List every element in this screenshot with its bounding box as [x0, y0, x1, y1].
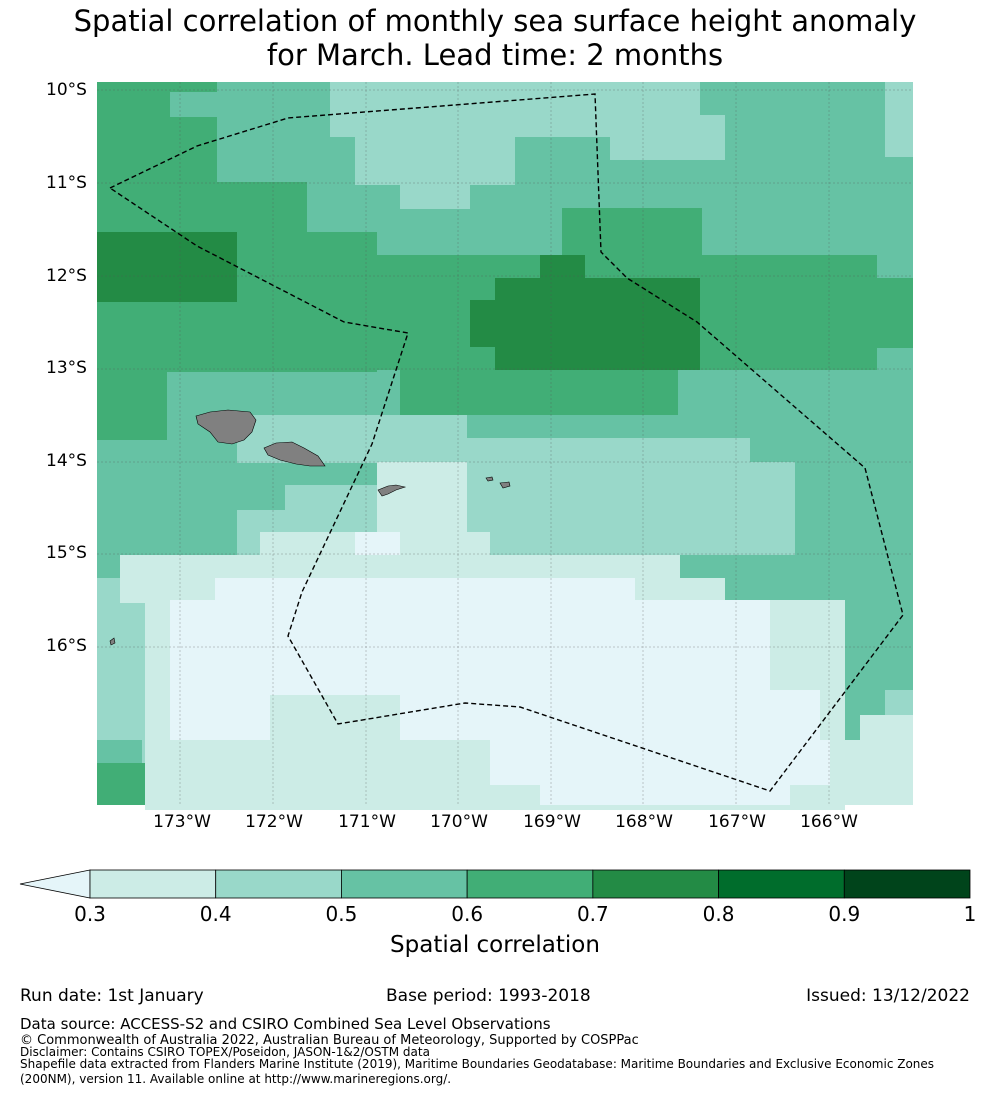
lon-label: 167°W [708, 812, 766, 832]
field-cell [170, 690, 270, 740]
small-islet [109, 637, 116, 646]
colorbar [19, 869, 971, 899]
lon-label: 171°W [338, 812, 396, 832]
field-cell [885, 82, 913, 157]
lat-label: 10°S [46, 80, 87, 100]
colorbar-tick-label: 0.7 [576, 902, 609, 926]
colorbar-tick-label: 0.3 [74, 902, 106, 926]
field-cell [355, 135, 515, 185]
colorbar-segment [341, 869, 468, 899]
run-date: Run date: 1st January [20, 986, 204, 1006]
field-cell [700, 278, 913, 348]
field-cell [860, 715, 913, 805]
field-cell [97, 182, 307, 232]
field-cell [377, 415, 467, 463]
field-cell [215, 578, 635, 603]
lon-label: 173°W [153, 812, 211, 832]
shapefile-credit-1: Shapefile data extracted from Flanders M… [20, 1057, 935, 1071]
lat-label: 11°S [46, 173, 87, 193]
field-cell [400, 690, 820, 740]
lon-label: 166°W [800, 812, 858, 832]
eez-boundary [108, 93, 904, 792]
field-cell [400, 185, 470, 209]
base-period: Base period: 1993-2018 [386, 986, 591, 1006]
title-line-1: Spatial correlation of monthly sea surfa… [73, 4, 917, 38]
colorbar-segment [592, 869, 719, 899]
colorbar-tick-label: 0.9 [828, 902, 861, 926]
tutuila-island [377, 484, 407, 497]
colorbar-segments [19, 869, 971, 899]
field-cell [355, 532, 400, 555]
field-cell [610, 462, 795, 555]
field-cell [655, 438, 750, 468]
lon-label: 168°W [615, 812, 673, 832]
colorbar-segment [718, 869, 845, 899]
colorbar-extension [19, 869, 91, 899]
colorbar-tick-label: 0.6 [451, 902, 484, 926]
lat-label: 14°S [46, 451, 87, 471]
disclaimer: Disclaimer: Contains CSIRO TOPEX/Poseido… [20, 1045, 430, 1059]
lon-label: 169°W [523, 812, 581, 832]
field-cell [495, 278, 700, 370]
colorbar-tick-label: 0.5 [325, 902, 358, 926]
field-cell [885, 690, 913, 715]
field-cell [540, 783, 790, 805]
shapefile-credit-2: (200NM), version 11. Available online at… [20, 1072, 452, 1086]
field-cell [400, 370, 678, 415]
field-cell [490, 740, 830, 785]
correlation-field [97, 82, 913, 810]
colorbar-segment [215, 869, 342, 899]
field-cell [237, 232, 377, 372]
field-cell [97, 372, 167, 440]
field-cell [610, 115, 725, 160]
lat-label: 16°S [46, 636, 87, 656]
lat-label: 13°S [46, 358, 87, 378]
colorbar-label: Spatial correlation [390, 932, 600, 958]
colorbar-segment [466, 869, 594, 899]
islands [109, 409, 511, 646]
colorbar-tick-label: 0.4 [199, 902, 232, 926]
issued-date: Issued: 13/12/2022 [806, 986, 970, 1006]
field-cell [470, 300, 500, 347]
lon-label: 172°W [245, 812, 303, 832]
lon-label: 170°W [430, 812, 488, 832]
lat-label: 12°S [46, 266, 87, 286]
title-line-2: for March. Lead time: 2 months [266, 38, 724, 72]
upolu-island [263, 441, 326, 467]
field-cell [170, 92, 330, 117]
lat-label: 15°S [46, 543, 87, 563]
copyright: © Commonwealth of Australia 2022, Austra… [20, 1033, 639, 1048]
colorbar-tick-label: 0.8 [702, 902, 735, 926]
graticule [97, 82, 913, 805]
data-source: Data source: ACCESS-S2 and CSIRO Combine… [20, 1015, 551, 1033]
colorbar-segment [89, 869, 217, 899]
field-cell [170, 600, 770, 695]
colorbar-segment [843, 869, 971, 899]
field-cell [562, 208, 702, 258]
field-cell [97, 302, 237, 372]
savaii-island [195, 409, 257, 445]
colorbar-tick-label: 1 [963, 902, 977, 926]
tau-island [499, 481, 511, 489]
chart-title: Spatial correlation of monthly sea surfa… [0, 4, 990, 72]
ofu-island [485, 476, 494, 482]
